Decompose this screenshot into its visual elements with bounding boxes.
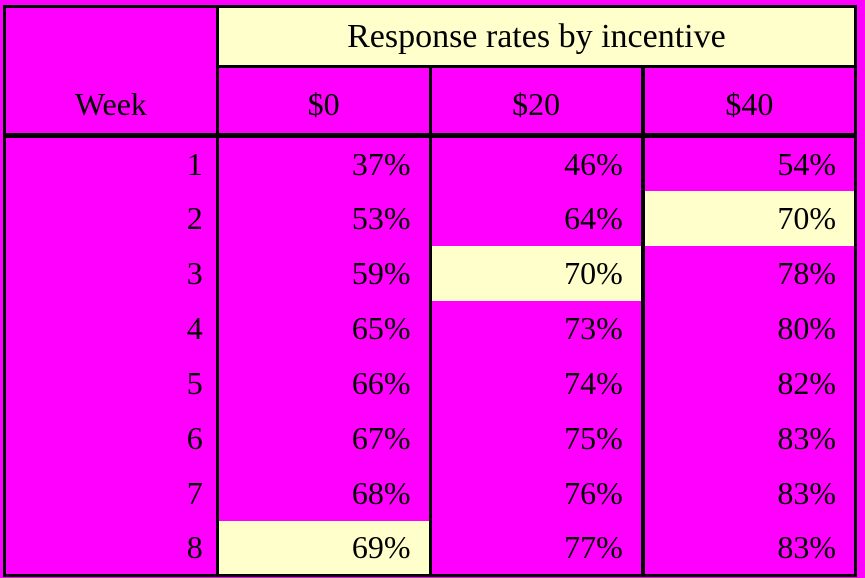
value-cell: 53% [215, 190, 430, 246]
table-title: Response rates by incentive [215, 6, 856, 68]
week-cell: 7 [186, 474, 203, 511]
table-row: 4 65% 73% 80% [5, 300, 856, 356]
week-cell: 4 [186, 309, 203, 346]
value-cell: 75% [428, 410, 643, 466]
title-row: Week Response rates by incentive [4, 6, 856, 138]
value-cell: 46% [428, 135, 643, 191]
column-header-40-dollar: $40 [640, 66, 856, 138]
week-cell: 2 [186, 199, 203, 236]
value-cell: 66% [215, 355, 430, 411]
week-cell: 3 [186, 254, 203, 291]
table-row: 8 69% 77% 83% [5, 520, 856, 576]
value-cell: 67% [215, 410, 430, 466]
week-cell: 6 [186, 419, 203, 456]
column-header-20-dollar: $20 [428, 66, 643, 138]
week-cell: 1 [186, 145, 203, 182]
table-row: 7 68% 76% 83% [5, 465, 856, 521]
column-header-row: $0 $20 $40 [5, 66, 856, 138]
week-cell: 8 [186, 528, 203, 565]
table-row: 6 67% 75% 83% [5, 410, 856, 466]
week-cell: 5 [186, 364, 203, 401]
value-cell: 70% [640, 190, 856, 246]
response-rates-table: Week Response rates by incentive $0 $20 … [3, 5, 857, 577]
value-cell: 80% [640, 300, 856, 356]
table-row: 3 59% 70% 78% [5, 245, 856, 301]
value-cell: 68% [215, 465, 430, 521]
value-cell: 83% [640, 410, 856, 466]
value-cell: 83% [640, 520, 856, 576]
value-cell: 70% [428, 245, 643, 301]
column-header-0-dollar: $0 [215, 66, 430, 138]
value-cell: 83% [640, 465, 856, 521]
value-cell: 54% [640, 135, 856, 191]
value-cell: 37% [215, 135, 430, 191]
value-cell: 76% [428, 465, 643, 521]
value-cell: 64% [428, 190, 643, 246]
table-row: 2 53% 64% 70% [5, 190, 856, 246]
value-cell: 78% [640, 245, 856, 301]
value-cell: 65% [215, 300, 430, 356]
value-cell: 82% [640, 355, 856, 411]
table-row: 1 37% 46% 54% [5, 135, 856, 191]
value-cell: 59% [215, 245, 430, 301]
value-cell: 77% [428, 520, 643, 576]
week-column-header: Week [4, 6, 218, 138]
value-cell: 69% [215, 520, 430, 576]
value-cell: 74% [428, 355, 643, 411]
table-row: 5 66% 74% 82% [5, 355, 856, 411]
value-cell: 73% [428, 300, 643, 356]
